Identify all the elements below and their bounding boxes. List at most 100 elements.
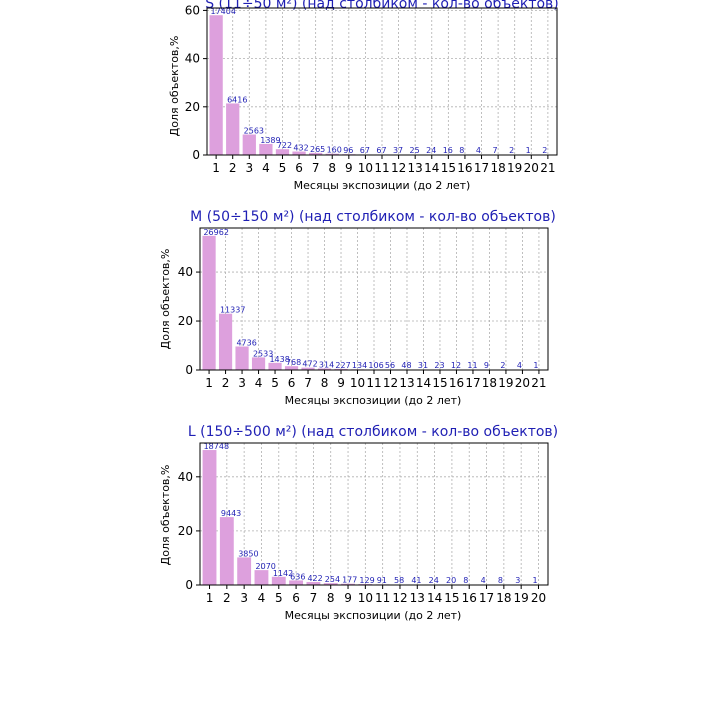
bar-value-label: 11337 [220, 306, 245, 315]
x-tick-label: 4 [258, 591, 266, 605]
y-tick-label: 20 [178, 524, 193, 538]
x-axis-label-l: Месяцы экспозиции (до 2 лет) [285, 609, 462, 622]
bar [268, 362, 282, 370]
chart-title-l: L (150÷500 м²) (над столбиком - кол-во о… [188, 424, 558, 440]
bar-value-label: 31 [418, 361, 428, 370]
x-tick-label: 18 [496, 591, 511, 605]
bar-value-label: 67 [376, 146, 386, 155]
x-tick-label: 8 [321, 376, 329, 390]
x-tick-label: 16 [449, 376, 464, 390]
x-tick-label: 19 [507, 161, 522, 175]
x-tick-label: 7 [312, 161, 320, 175]
bar-value-label: 4736 [236, 338, 256, 347]
x-tick-label: 1 [205, 376, 213, 390]
bar-value-label: 314 [319, 360, 334, 369]
bar-value-label: 17404 [210, 7, 235, 16]
y-tick-label: 60 [185, 3, 200, 17]
bar-value-label: 26962 [203, 228, 228, 237]
chart-l: L (150÷500 м²) (над столбиком - кол-во о… [159, 424, 558, 622]
bar [209, 15, 223, 156]
x-tick-label: 10 [358, 591, 373, 605]
x-tick-label: 1 [212, 161, 220, 175]
bar [202, 235, 216, 370]
bar-value-label: 96 [343, 146, 353, 155]
bar-value-label: 67 [360, 146, 370, 155]
x-tick-label: 2 [223, 591, 231, 605]
x-tick-label: 21 [531, 376, 546, 390]
x-tick-label: 15 [444, 591, 459, 605]
x-tick-label: 8 [327, 591, 335, 605]
bar [334, 368, 348, 370]
bar-value-label: 227 [335, 361, 350, 370]
bar-value-label: 58 [394, 576, 404, 585]
bar-value-label: 4 [517, 361, 522, 370]
x-tick-label: 17 [474, 161, 489, 175]
y-tick-label: 0 [185, 578, 193, 592]
x-tick-label: 21 [540, 161, 555, 175]
x-tick-label: 15 [441, 161, 456, 175]
bar [341, 583, 355, 585]
bar-value-label: 11 [467, 361, 477, 370]
y-axis-label-s: Доля объектов,% [168, 36, 181, 137]
bar [306, 581, 321, 585]
x-axis-label-m: Месяцы экспозиции (до 2 лет) [285, 394, 462, 407]
bar [254, 570, 269, 585]
x-tick-label: 8 [328, 161, 336, 175]
bar-value-label: 2 [542, 146, 547, 155]
bar-value-label: 1142 [273, 569, 293, 578]
chart-s: S (11÷50 м²) (над столбиком - кол-во объ… [168, 0, 559, 192]
x-tick-label: 4 [255, 376, 263, 390]
bar-value-label: 91 [377, 576, 387, 585]
x-tick-label: 3 [238, 376, 246, 390]
x-tick-label: 17 [465, 376, 480, 390]
bar [325, 153, 339, 155]
x-tick-label: 10 [350, 376, 365, 390]
x-tick-label: 3 [240, 591, 248, 605]
bar-value-label: 6416 [227, 95, 247, 104]
bar [323, 583, 338, 585]
x-axis-label-s: Месяцы экспозиции (до 2 лет) [294, 179, 471, 192]
x-tick-label: 5 [271, 376, 279, 390]
bar-value-label: 160 [327, 146, 342, 155]
x-tick-label: 12 [392, 591, 407, 605]
bar-value-label: 722 [277, 141, 292, 150]
x-tick-label: 18 [490, 161, 505, 175]
bar-value-label: 9443 [221, 509, 241, 518]
bar-value-label: 4 [481, 576, 486, 585]
bar-value-label: 3850 [238, 549, 258, 558]
bar-value-label: 48 [401, 361, 411, 370]
bar-value-label: 106 [368, 361, 383, 370]
bar-value-label: 24 [429, 576, 439, 585]
bar [202, 450, 217, 585]
x-tick-label: 1 [206, 591, 214, 605]
y-tick-label: 40 [185, 52, 200, 66]
bar [237, 557, 252, 585]
y-axis-label-m: Доля объектов,% [159, 249, 172, 350]
x-tick-label: 7 [310, 591, 318, 605]
x-tick-label: 16 [457, 161, 472, 175]
bar-value-label: 177 [342, 576, 357, 585]
bar [275, 149, 290, 155]
x-tick-label: 19 [514, 591, 529, 605]
x-tick-label: 9 [345, 161, 353, 175]
bar [289, 580, 304, 585]
x-tick-label: 20 [524, 161, 539, 175]
bar-value-label: 18748 [204, 442, 229, 451]
x-tick-label: 11 [375, 591, 390, 605]
bar [284, 366, 299, 370]
bar-value-label: 25 [410, 146, 420, 155]
bar-value-label: 37 [393, 146, 403, 155]
bar [251, 357, 266, 370]
x-tick-label: 5 [279, 161, 287, 175]
chart-m: M (50÷150 м²) (над столбиком - кол-во об… [159, 209, 556, 407]
x-tick-label: 9 [337, 376, 345, 390]
x-tick-label: 9 [344, 591, 352, 605]
bar-value-label: 129 [359, 576, 374, 585]
x-tick-label: 14 [424, 161, 439, 175]
x-tick-label: 14 [427, 591, 442, 605]
bar [219, 517, 234, 585]
bar [242, 134, 256, 155]
x-tick-label: 11 [374, 161, 389, 175]
y-tick-label: 0 [192, 148, 200, 162]
